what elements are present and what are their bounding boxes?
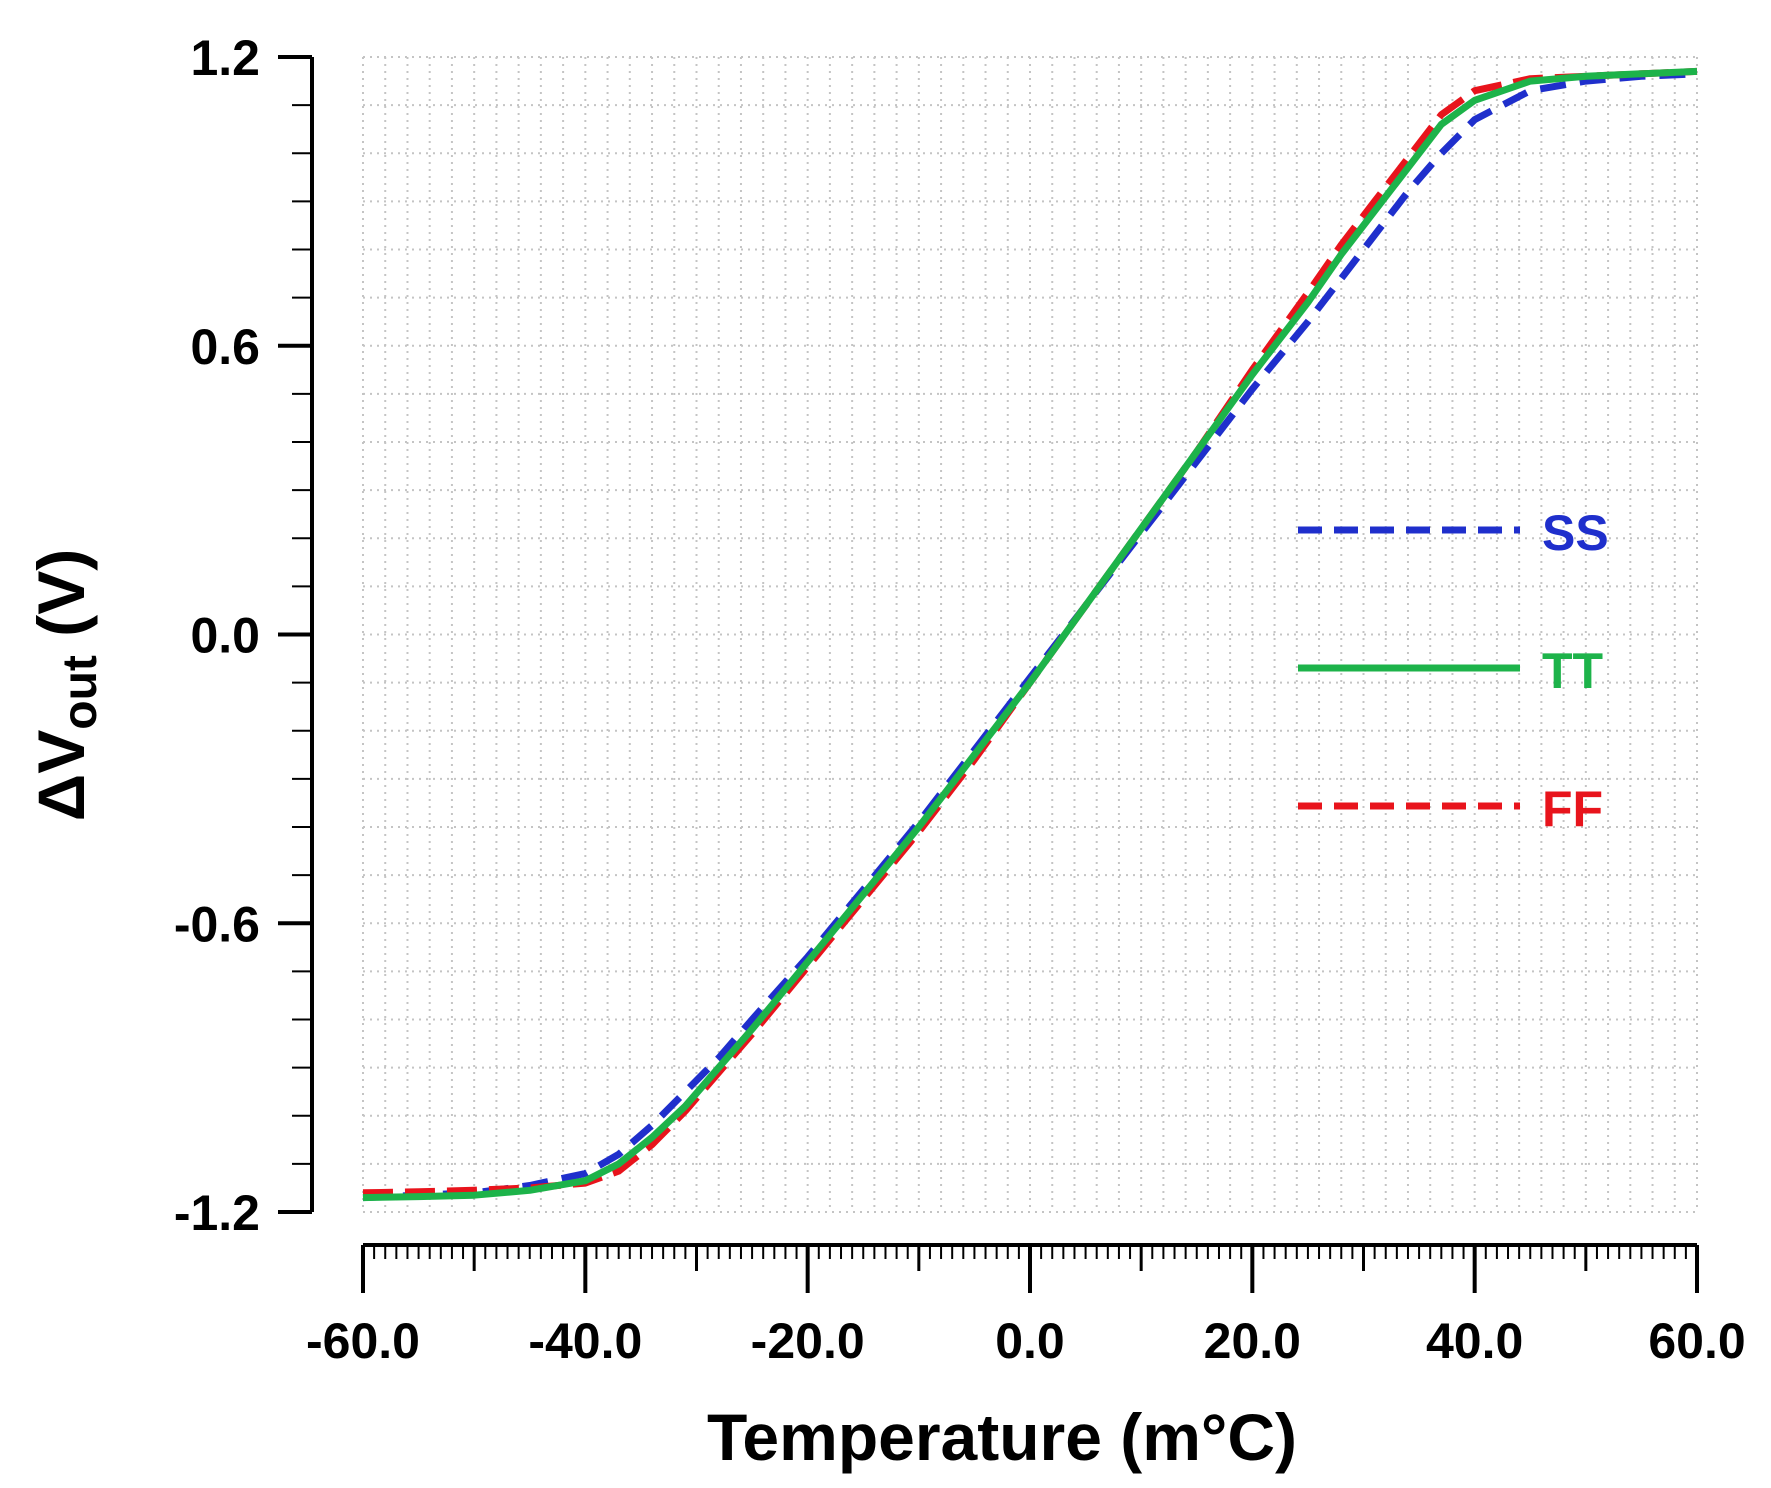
x-axis-title: Temperature (m°C) — [707, 1400, 1297, 1474]
x-tick-label: -40.0 — [528, 1313, 642, 1369]
x-tick-label: -20.0 — [751, 1313, 865, 1369]
chart-grid — [362, 56, 1698, 1213]
x-tick-label: 60.0 — [1648, 1313, 1745, 1369]
x-tick-label: 40.0 — [1426, 1313, 1523, 1369]
legend-label-tt: TT — [1542, 643, 1603, 699]
y-axis-title-sub: out — [54, 655, 107, 730]
legend-label-ss: SS — [1542, 505, 1609, 561]
x-tick-label: -60.0 — [306, 1313, 420, 1369]
y-tick-label: 1.2 — [190, 30, 260, 86]
y-axis-title-unit: (V) — [24, 549, 98, 655]
x-axis: -60.0 -40.0 -20.0 0.0 20.0 40.0 60.0 — [306, 1243, 1746, 1369]
y-axis-title: ΔVout (V) — [24, 549, 107, 821]
legend: SS TT FF — [1298, 505, 1609, 837]
y-tick-label: -0.6 — [174, 896, 260, 952]
y-tick-label: 0.6 — [190, 319, 260, 375]
x-tick-label: 0.0 — [995, 1313, 1065, 1369]
legend-label-ff: FF — [1542, 781, 1603, 837]
series-line-ss — [362, 70, 1698, 1202]
series-line-tt — [362, 67, 1698, 1202]
y-axis-title-main: ΔV — [24, 730, 98, 821]
y-tick-label: -1.2 — [174, 1185, 260, 1241]
y-tick-label: 0.0 — [190, 608, 260, 664]
y-axis: 1.2 0.6 0.0 -0.6 -1.2 — [174, 30, 314, 1241]
x-tick-label: 20.0 — [1204, 1313, 1301, 1369]
series-group — [362, 67, 1698, 1202]
